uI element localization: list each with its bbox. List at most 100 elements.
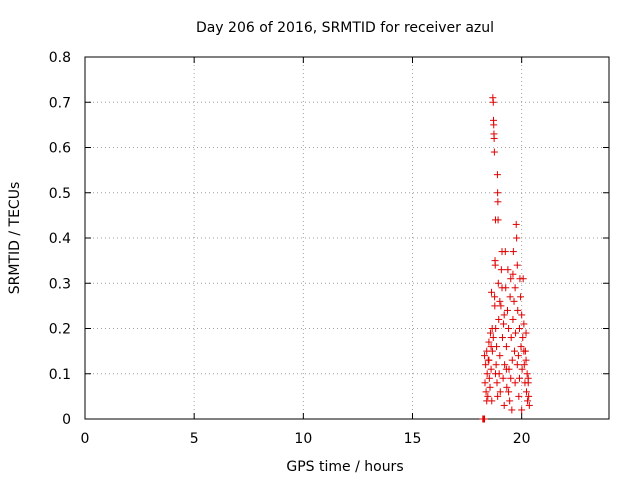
- y-tick-label: 0.5: [49, 186, 71, 202]
- y-axis-tick-labels: 0 0.1 0.2 0.3 0.4 0.5 0.6 0.7 0.8: [49, 50, 71, 428]
- data-point: [491, 302, 499, 310]
- data-point: [486, 329, 494, 337]
- data-point: [502, 365, 510, 373]
- data-point: [525, 401, 533, 409]
- y-tick-label: 0.7: [49, 95, 71, 111]
- data-point: [491, 293, 499, 301]
- data-point: [520, 361, 528, 369]
- data-point: [519, 334, 527, 342]
- data-point: [513, 234, 521, 242]
- y-tick-label: 0.1: [49, 367, 71, 383]
- data-point: [485, 374, 493, 382]
- data-point: [505, 325, 513, 332]
- data-point: [481, 415, 489, 423]
- data-point: [511, 379, 519, 387]
- data-point: [485, 338, 493, 346]
- data-point: [503, 306, 511, 314]
- data-point: [508, 356, 516, 364]
- data-point: [497, 266, 505, 274]
- data-point: [485, 356, 493, 364]
- data-point: [517, 293, 525, 301]
- data-point: [483, 370, 491, 378]
- data-point: [481, 352, 489, 360]
- data-point: [507, 275, 515, 283]
- data-point: [513, 261, 521, 269]
- data-point: [496, 352, 504, 360]
- data-point: [494, 279, 502, 287]
- data-point: [515, 392, 523, 400]
- data-point: [509, 270, 517, 278]
- data-point: [503, 383, 511, 391]
- data-point: [506, 293, 514, 301]
- data-point: [499, 374, 507, 382]
- data-point: [495, 315, 503, 323]
- axis-ticks: [84, 56, 609, 420]
- data-point: [494, 198, 502, 206]
- data-point: [487, 343, 495, 351]
- data-point: [490, 148, 498, 156]
- data-point: [514, 306, 522, 314]
- data-point: [500, 401, 508, 409]
- data-point: [482, 388, 490, 396]
- data-point: [507, 374, 515, 382]
- data-point: [486, 383, 494, 391]
- data-point: [514, 352, 522, 360]
- data-point: [494, 216, 502, 224]
- data-point: [494, 189, 502, 197]
- data-point: [512, 220, 520, 228]
- data-point: [498, 334, 506, 342]
- x-tick-label: 5: [190, 431, 199, 447]
- data-point: [518, 365, 526, 373]
- data-point: [488, 347, 496, 355]
- data-point: [501, 361, 509, 369]
- data-point: [484, 392, 492, 400]
- data-point: [483, 397, 491, 405]
- x-axis-tick-labels: 0 5 10 15 20: [81, 431, 531, 447]
- grid-lines: [85, 57, 609, 419]
- data-point: [501, 248, 509, 256]
- y-tick-label: 0.3: [49, 276, 71, 292]
- data-point: [522, 356, 530, 364]
- data-point: [513, 361, 521, 369]
- data-point: [519, 275, 527, 283]
- data-point: [525, 392, 533, 400]
- x-tick-label: 20: [513, 431, 531, 447]
- data-point: [523, 370, 531, 378]
- data-point: [515, 325, 523, 332]
- y-tick-label: 0.8: [49, 50, 71, 66]
- data-point: [490, 121, 498, 129]
- y-tick-label: 0.6: [49, 141, 71, 157]
- x-tick-label: 0: [81, 431, 90, 447]
- data-point: [505, 388, 513, 396]
- data-point: [517, 343, 525, 351]
- data-points: [479, 94, 533, 423]
- data-point: [518, 406, 526, 414]
- data-point: [511, 284, 519, 292]
- y-tick-label: 0: [62, 412, 71, 428]
- data-point: [502, 343, 510, 351]
- data-point: [522, 329, 530, 337]
- data-point: [498, 284, 506, 292]
- data-point: [510, 347, 518, 355]
- data-point: [520, 320, 528, 328]
- data-point: [492, 361, 500, 369]
- data-point: [489, 334, 497, 342]
- data-point: [493, 379, 501, 387]
- data-point: [506, 397, 514, 405]
- y-tick-label: 0.4: [49, 231, 71, 247]
- data-point: [508, 406, 516, 414]
- data-point: [496, 297, 504, 305]
- x-tick-label: 10: [294, 431, 312, 447]
- data-point: [487, 365, 495, 373]
- data-point: [482, 361, 490, 369]
- data-point: [493, 171, 501, 179]
- data-point: [497, 302, 505, 310]
- data-point: [488, 288, 496, 296]
- data-point: [522, 388, 530, 396]
- data-point: [494, 392, 502, 400]
- data-point: [504, 266, 512, 274]
- data-point: [512, 329, 520, 337]
- data-point: [518, 311, 526, 319]
- data-point: [481, 379, 489, 387]
